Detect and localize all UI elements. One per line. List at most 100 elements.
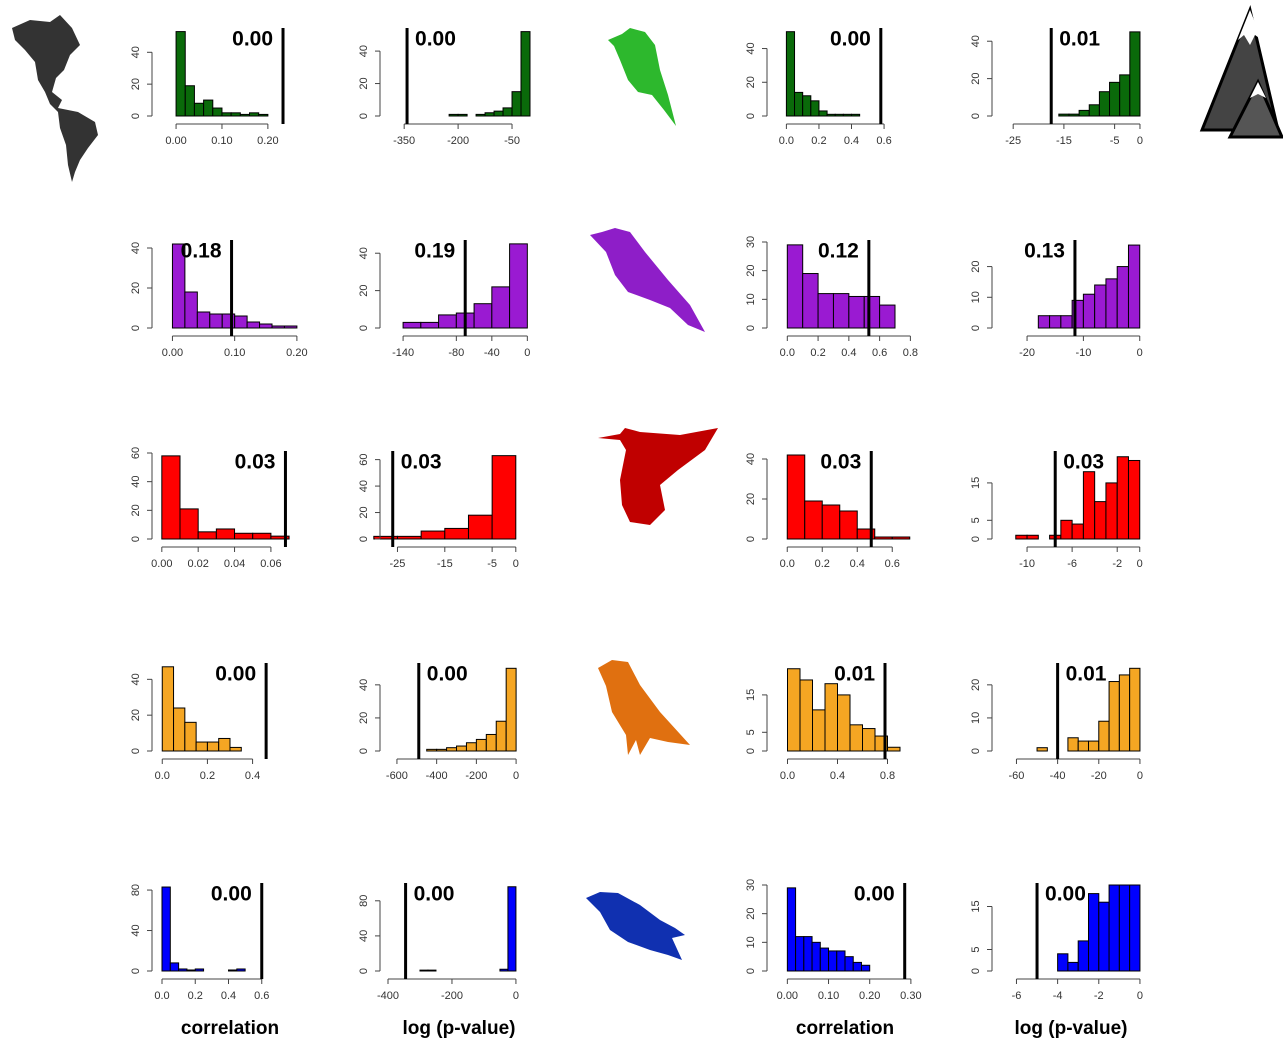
p-value-annotation: 0.00 (215, 663, 256, 686)
x-tick-label: -40 (1050, 770, 1066, 782)
y-tick-label: 20 (130, 504, 142, 516)
bar (178, 968, 188, 972)
bar (249, 112, 260, 117)
bar (1082, 471, 1096, 540)
x-tick-label: -20 (1091, 770, 1107, 782)
x-tick-label: -5 (1110, 135, 1120, 147)
y-tick-label: 0 (130, 536, 142, 542)
bar (826, 113, 836, 117)
x-tick-label: 0.8 (880, 770, 895, 782)
p-value-annotation: 0.00 (427, 663, 468, 686)
bar (1116, 266, 1129, 329)
x-tick-label: -4 (1053, 990, 1063, 1002)
y-tick-label: 40 (358, 930, 370, 942)
bar (834, 113, 844, 117)
y-tick-label: 5 (970, 517, 982, 523)
bar (1105, 482, 1118, 540)
bar (215, 528, 236, 540)
bar (420, 530, 446, 540)
x-tick-label: 0.0 (155, 770, 170, 782)
americas-silhouette (12, 15, 98, 182)
bar (1077, 740, 1089, 752)
bar (161, 455, 181, 540)
bird-silhouette (590, 228, 705, 332)
bar (856, 528, 876, 540)
y-tick-label: 0 (745, 968, 757, 974)
x-tick-label: -200 (465, 770, 487, 782)
x-tick-label: 0.2 (188, 990, 203, 1002)
bar (839, 510, 858, 540)
bar (804, 500, 823, 540)
bar (419, 969, 429, 972)
y-tick-label: 30 (745, 879, 757, 891)
bar (832, 293, 850, 329)
x-tick-label: 0.4 (850, 558, 865, 570)
bar (874, 536, 893, 540)
bar (184, 291, 198, 329)
x-tick-label: 0.0 (780, 770, 795, 782)
y-tick-label: 15 (970, 477, 982, 489)
bar (863, 295, 881, 329)
x-tick-label: 0.0 (154, 990, 169, 1002)
bar (426, 748, 438, 752)
bar (851, 113, 861, 117)
x-tick-label: 0.4 (844, 135, 859, 147)
bar (502, 107, 513, 117)
y-tick-label: 20 (358, 506, 370, 518)
x-tick-label: -2 (1094, 990, 1104, 1002)
p-value-annotation: 0.03 (401, 451, 442, 474)
y-tick-label: 40 (130, 673, 142, 685)
bar (1049, 315, 1062, 329)
y-tick-label: 80 (358, 895, 370, 907)
x-tick-label: 0 (1137, 347, 1143, 359)
bar (448, 113, 459, 117)
bar (427, 969, 437, 972)
x-tick-label: 0.20 (859, 990, 880, 1002)
bar (475, 738, 487, 752)
bar (819, 947, 830, 972)
x-tick-label: -5 (487, 558, 497, 570)
x-tick-label: 0.4 (841, 347, 856, 359)
bar (862, 728, 876, 752)
bar (457, 113, 468, 117)
x-tick-label: 0 (1137, 558, 1143, 570)
x-tick-label: -140 (392, 347, 414, 359)
y-tick-label: 40 (745, 42, 757, 54)
bar (184, 85, 195, 117)
bar (821, 504, 841, 540)
y-tick-label: 20 (130, 282, 142, 294)
bar (236, 968, 246, 972)
bar (234, 315, 248, 329)
x-tick-label: -200 (441, 990, 463, 1002)
x-tick-label: -600 (386, 770, 408, 782)
bar (197, 531, 217, 540)
bar (507, 886, 517, 972)
bar (520, 31, 531, 117)
y-tick-label: 10 (970, 712, 982, 724)
x-tick-label: -6 (1012, 990, 1022, 1002)
bar (194, 968, 205, 972)
bar (402, 321, 422, 329)
bar (485, 733, 497, 752)
y-tick-label: 40 (970, 35, 982, 47)
bar (786, 454, 806, 540)
x-tick-label: 0.00 (162, 347, 183, 359)
bar (444, 527, 469, 540)
bar (1067, 737, 1079, 752)
bar (785, 31, 796, 117)
bar (794, 91, 804, 117)
bar (420, 321, 440, 329)
bar (802, 273, 819, 329)
bar (1071, 523, 1084, 540)
bar (446, 747, 458, 752)
p-value-annotation: 0.03 (820, 451, 861, 474)
mountain-icon (1199, 5, 1283, 139)
bar (1105, 278, 1118, 329)
bar (161, 886, 171, 972)
x-tick-label: -20 (1019, 347, 1035, 359)
x-tick-label: 0.2 (815, 558, 830, 570)
bar (1129, 667, 1141, 752)
p-value-annotation: 0.12 (818, 240, 859, 263)
x-tick-label: 0.4 (221, 990, 236, 1002)
